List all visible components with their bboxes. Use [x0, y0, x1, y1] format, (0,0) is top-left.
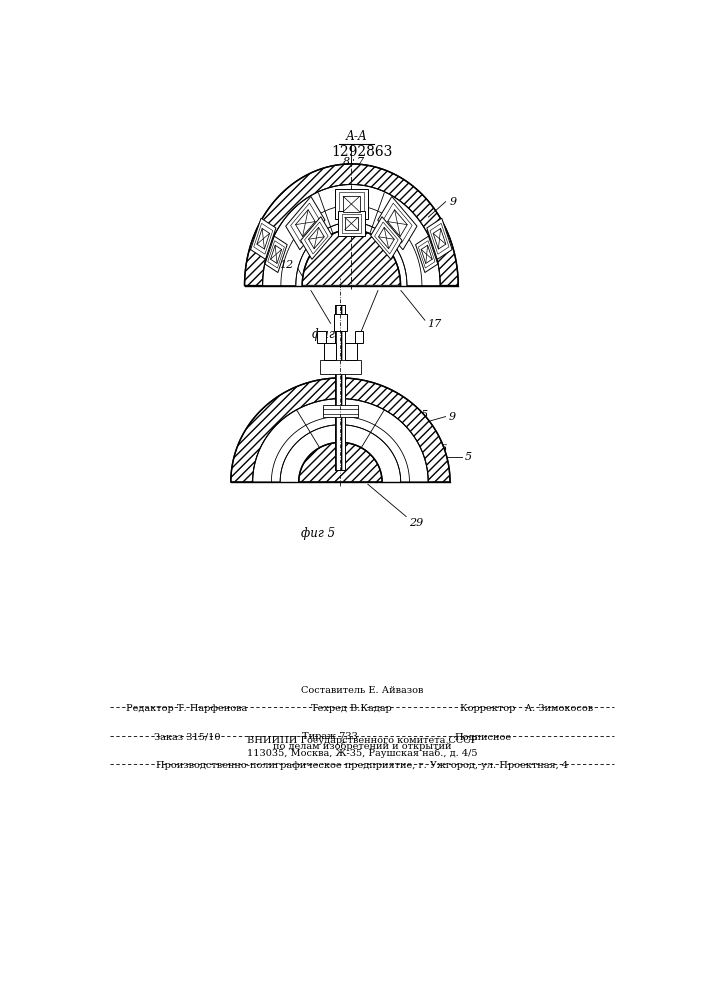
- Text: 29: 29: [409, 518, 423, 528]
- Text: по делам изобретений и открытий: по делам изобретений и открытий: [273, 742, 452, 751]
- Polygon shape: [427, 218, 452, 259]
- Text: 17: 17: [428, 319, 442, 329]
- Bar: [320, 360, 361, 374]
- Polygon shape: [300, 217, 332, 259]
- Bar: [336, 305, 345, 470]
- Bar: [317, 331, 326, 343]
- Polygon shape: [433, 228, 446, 249]
- Text: 18: 18: [253, 415, 267, 425]
- Bar: [324, 343, 336, 360]
- Text: А-А: А-А: [346, 130, 368, 143]
- Text: 15: 15: [414, 410, 429, 420]
- Polygon shape: [416, 236, 438, 273]
- Polygon shape: [250, 218, 276, 259]
- Polygon shape: [296, 210, 315, 236]
- Text: 11: 11: [387, 267, 402, 277]
- Polygon shape: [378, 196, 417, 250]
- Polygon shape: [253, 399, 428, 482]
- Text: фиг 4: фиг 4: [312, 328, 346, 341]
- Text: 7: 7: [356, 157, 363, 167]
- Polygon shape: [343, 196, 360, 212]
- Polygon shape: [302, 286, 401, 289]
- Bar: [355, 331, 363, 343]
- Text: Техред В.Кадар: Техред В.Кадар: [311, 704, 392, 713]
- Text: 1292863: 1292863: [332, 145, 393, 159]
- Text: 113035, Москва, Ж-35, Раушская наб., д. 4/5: 113035, Москва, Ж-35, Раушская наб., д. …: [247, 748, 478, 758]
- Polygon shape: [378, 227, 395, 249]
- Polygon shape: [302, 230, 401, 286]
- Text: 5: 5: [465, 452, 472, 462]
- Text: Составитель Е. Айвазов: Составитель Е. Айвазов: [301, 686, 423, 695]
- Polygon shape: [308, 227, 325, 249]
- Text: Б-Б: Б-Б: [344, 255, 365, 268]
- Text: Редактор Т. Парфенова: Редактор Т. Парфенова: [127, 704, 247, 713]
- Text: 9: 9: [450, 197, 457, 207]
- Polygon shape: [299, 442, 382, 482]
- Text: Заказ 315/10: Заказ 315/10: [154, 732, 221, 741]
- Polygon shape: [370, 217, 402, 259]
- Text: Корректор   А. Зимокосов: Корректор А. Зимокосов: [460, 704, 593, 713]
- Text: фиг 5: фиг 5: [301, 527, 336, 540]
- Text: 6: 6: [440, 444, 447, 454]
- Polygon shape: [231, 378, 450, 482]
- Bar: [345, 343, 357, 360]
- Polygon shape: [263, 185, 440, 286]
- Polygon shape: [335, 189, 368, 219]
- Text: Подписное: Подписное: [455, 732, 511, 741]
- Text: Производственно-полиграфическое предприятие, г. Ужгород, ул. Проектная, 4: Производственно-полиграфическое предприя…: [156, 761, 568, 770]
- Polygon shape: [271, 245, 281, 263]
- Polygon shape: [265, 236, 287, 273]
- Polygon shape: [345, 217, 358, 230]
- Text: 8: 8: [342, 157, 349, 167]
- Text: Тираж 733: Тираж 733: [301, 732, 358, 741]
- Polygon shape: [338, 211, 365, 236]
- Polygon shape: [257, 228, 269, 249]
- Polygon shape: [421, 245, 432, 263]
- Text: 12: 12: [279, 260, 294, 270]
- Bar: [336, 305, 345, 470]
- Text: ВНИИПИ Государственного комитета СССР: ВНИИПИ Государственного комитета СССР: [247, 736, 477, 745]
- Text: 9: 9: [448, 412, 455, 422]
- Bar: [334, 314, 347, 331]
- Polygon shape: [245, 164, 458, 286]
- Bar: [322, 405, 358, 417]
- Polygon shape: [387, 210, 407, 236]
- Polygon shape: [286, 196, 325, 250]
